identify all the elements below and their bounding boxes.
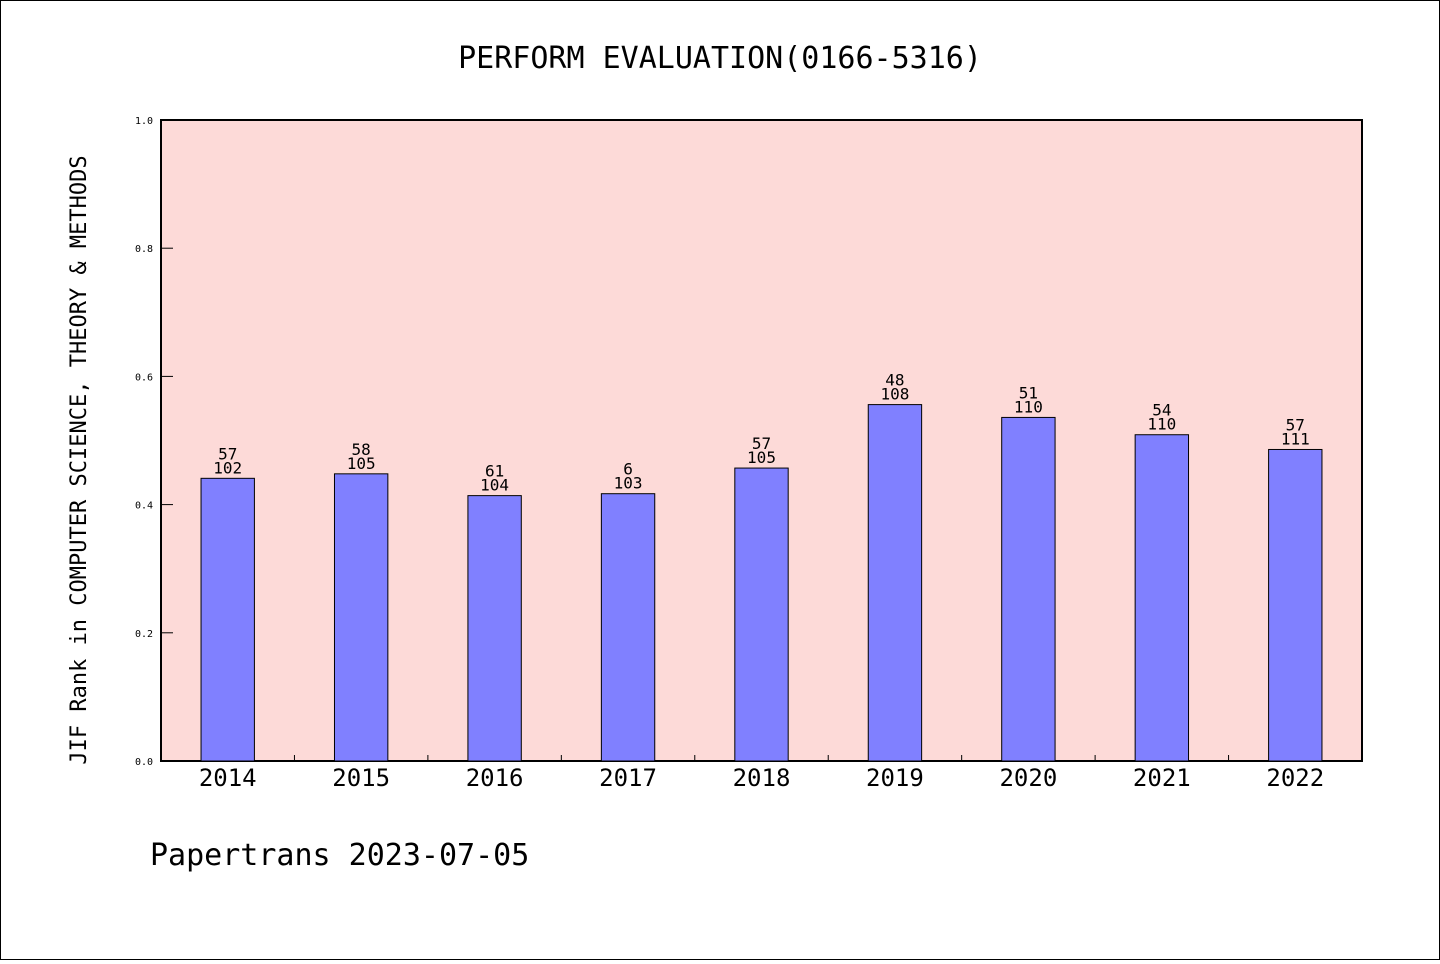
bar-rank-label: 48 (885, 371, 904, 390)
y-tick-label: 1.0 (135, 116, 153, 127)
x-tick-label: 2014 (199, 764, 257, 792)
x-tick-label: 2020 (999, 764, 1057, 792)
bar-total-label: 105 (747, 448, 776, 467)
bar (1134, 434, 1190, 762)
y-axis-ticks: 0.0 0.2 0.4 0.6 0.8 1.0 (135, 116, 173, 768)
bar-rank-label: 54 (1152, 401, 1171, 420)
x-tick-label: 2015 (332, 764, 390, 792)
bar-rank-label: 58 (352, 440, 371, 459)
bar (200, 477, 255, 762)
bar-total-label: 105 (347, 454, 376, 473)
y-tick-label: 0.2 (135, 629, 153, 640)
bar (867, 404, 923, 762)
bar-rank-label: 6 (623, 460, 633, 479)
x-tick-label: 2022 (1266, 764, 1324, 792)
y-tick-label: 0.0 (135, 757, 153, 768)
bar-total-label: 111 (1281, 429, 1310, 448)
bar-rank-label: 51 (1019, 383, 1038, 402)
x-tick-label: 2016 (466, 764, 524, 792)
bar-rank-label: 57 (752, 434, 771, 453)
bar-total-label: 104 (480, 476, 509, 495)
bar-total-label: 108 (880, 385, 909, 404)
y-tick-label: 0.8 (135, 244, 153, 255)
bar-rank-label: 61 (485, 462, 504, 481)
bar (1268, 448, 1323, 762)
x-tick-label: 2021 (1133, 764, 1191, 792)
chart-title: PERFORM EVALUATION(0166-5316) (458, 41, 982, 76)
x-tick-label: 2017 (599, 764, 657, 792)
bar-total-label: 103 (614, 474, 643, 493)
y-tick-label: 0.4 (135, 501, 153, 512)
x-axis-ticks: 2014 2015 2016 2017 2018 2019 2020 2021 2022 (199, 755, 1324, 792)
bar (467, 495, 522, 762)
x-tick-label: 2018 (733, 764, 791, 792)
bar (333, 473, 389, 762)
bar (1001, 416, 1056, 762)
bar-total-label: 110 (1147, 415, 1176, 434)
footer-credit: Papertrans 2023-07-05 (150, 838, 529, 873)
y-axis-label: JIF Rank in COMPUTER SCIENCE, THEORY & M… (67, 155, 92, 764)
y-tick-label: 0.6 (135, 372, 153, 383)
bar-rank-label: 57 (218, 444, 237, 463)
bar-total-label: 110 (1014, 397, 1043, 416)
x-tick-label: 2019 (866, 764, 924, 792)
bar-rank-label: 57 (1286, 415, 1305, 434)
bar (734, 467, 789, 762)
bar (600, 493, 656, 762)
bar-total-label: 102 (213, 458, 242, 477)
